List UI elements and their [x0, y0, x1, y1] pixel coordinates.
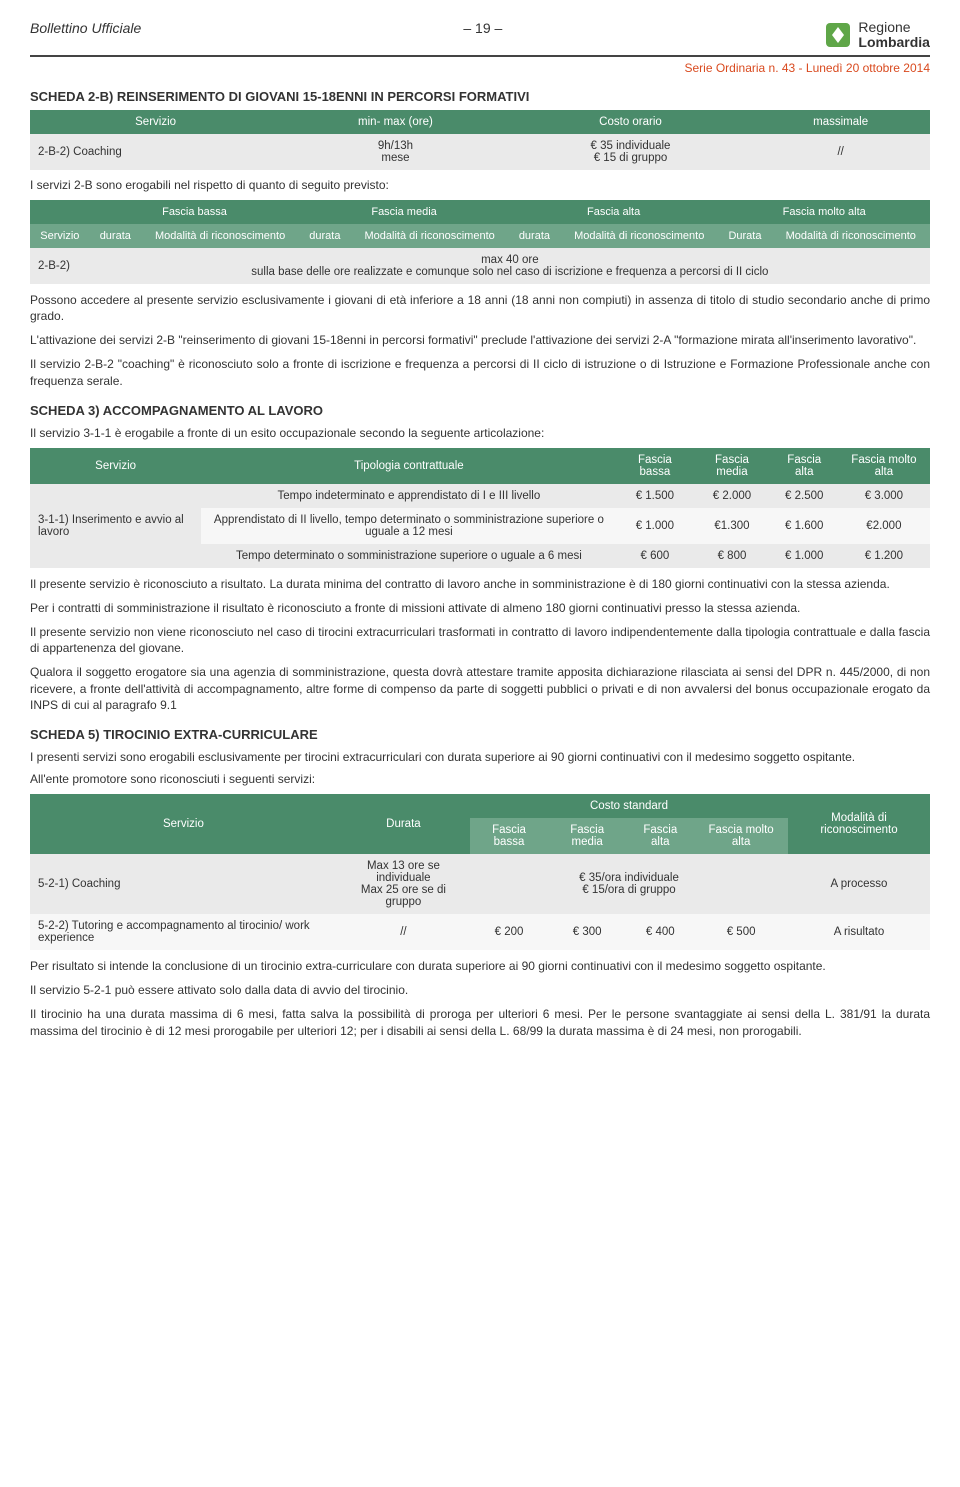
t2-sub8: Modalità di riconoscimento — [772, 224, 930, 248]
t2-s2: Fascia media — [299, 200, 509, 224]
s3-r0c0: Tempo indeterminato e apprendistato di I… — [201, 484, 616, 508]
serie-line: Serie Ordinaria n. 43 - Lunedì 20 ottobr… — [30, 61, 930, 75]
s3-service: 3-1-1) Inserimento e avvio al lavoro — [30, 484, 201, 568]
s5-r1-mod: A risultato — [788, 914, 930, 950]
s5-r1-d: // — [337, 914, 470, 950]
t2-sub0: Servizio — [30, 224, 90, 248]
t2-rowtop: max 40 ore — [98, 254, 922, 266]
t2-rowbot: sulla base delle ore realizzate e comunq… — [98, 266, 922, 278]
scheda3-p4: Qualora il soggetto erogatore sia una ag… — [30, 664, 930, 713]
s5-h-costo: Costo standard — [470, 794, 788, 818]
t1-h2: Costo orario — [510, 110, 752, 134]
t2-s3: Fascia alta — [509, 200, 719, 224]
s3-h1: Tipologia contrattuale — [201, 448, 616, 484]
s3-h3: Fascia media — [693, 448, 770, 484]
scheda2b-p3: Il servizio 2-B-2 "coaching" è riconosci… — [30, 356, 930, 388]
s5-r1-c1: € 300 — [548, 914, 626, 950]
scheda3-intro: Il servizio 3-1-1 è erogabile a fronte d… — [30, 426, 930, 440]
s3-r1c4: €2.000 — [838, 508, 930, 544]
t2-sub2: Modalità di riconoscimento — [141, 224, 299, 248]
t2-sub3: durata — [299, 224, 350, 248]
scheda5-intro2: All'ente promotore sono riconosciuti i s… — [30, 772, 930, 786]
t2-sub1: durata — [90, 224, 141, 248]
region-line2: Lombardia — [858, 35, 930, 50]
s5-r1-c2: € 400 — [626, 914, 694, 950]
s3-r0c4: € 3.000 — [838, 484, 930, 508]
t1-h1: min- max (ore) — [281, 110, 510, 134]
scheda3-p1: Il presente servizio è riconosciuto a ri… — [30, 576, 930, 592]
s3-h0: Servizio — [30, 448, 201, 484]
region-line1: Regione — [858, 20, 930, 35]
s5-r0-d: Max 13 ore se individuale Max 25 ore se … — [337, 854, 470, 914]
s3-r0c2: € 2.000 — [693, 484, 770, 508]
s3-r2c4: € 1.200 — [838, 544, 930, 568]
scheda5-table: Servizio Durata Costo standard Modalità … — [30, 794, 930, 950]
scheda3-p2: Per i contratti di somministrazione il r… — [30, 600, 930, 616]
t2-s1: Fascia bassa — [90, 200, 300, 224]
s5-h-serv: Servizio — [30, 794, 337, 854]
s3-h2: Fascia bassa — [617, 448, 694, 484]
t2-rowcontent: max 40 ore sulla base delle ore realizza… — [90, 248, 930, 284]
s3-r1c0: Apprendistato di II livello, tempo deter… — [201, 508, 616, 544]
doc-title: Bollettino Ufficiale — [30, 20, 141, 36]
t2-s4: Fascia molto alta — [718, 200, 930, 224]
t2-sub4: Modalità di riconoscimento — [350, 224, 508, 248]
s3-r1c2: €1.300 — [693, 508, 770, 544]
t1-r0c3: // — [751, 134, 930, 170]
s3-h4: Fascia alta — [771, 448, 838, 484]
t2-sub6: Modalità di riconoscimento — [560, 224, 718, 248]
s5-r1-c3: € 500 — [694, 914, 788, 950]
scheda5-title: SCHEDA 5) TIROCINIO EXTRA-CURRICULARE — [30, 727, 930, 742]
scheda2b-table1: Servizio min- max (ore) Costo orario mas… — [30, 110, 930, 170]
s5-h-dur: Durata — [337, 794, 470, 854]
lombardia-icon — [824, 21, 852, 49]
t2-s0 — [30, 200, 90, 224]
t1-h3: massimale — [751, 110, 930, 134]
s3-r1c1: € 1.000 — [617, 508, 694, 544]
scheda5-p3: Il tirocinio ha una durata massima di 6 … — [30, 1006, 930, 1038]
s3-r2c0: Tempo determinato o somministrazione sup… — [201, 544, 616, 568]
s5-r1-c0: € 200 — [470, 914, 548, 950]
scheda2b-p2: L'attivazione dei servizi 2-B "reinserim… — [30, 332, 930, 348]
s3-r0c1: € 1.500 — [617, 484, 694, 508]
scheda2b-p1: Possono accedere al presente servizio es… — [30, 292, 930, 324]
t1-r0c0: 2-B-2) Coaching — [30, 134, 281, 170]
s5-r1-s: 5-2-2) Tutoring e accompagnamento al tir… — [30, 914, 337, 950]
s5-r0-costo: € 35/ora individuale € 15/ora di gruppo — [470, 854, 788, 914]
s3-r2c3: € 1.000 — [771, 544, 838, 568]
scheda2b-table2: Fascia bassa Fascia media Fascia alta Fa… — [30, 200, 930, 284]
t2-sub5: durata — [509, 224, 560, 248]
s5-sub2: Fascia alta — [626, 818, 694, 854]
s3-h5: Fascia molto alta — [838, 448, 930, 484]
scheda3-table: Servizio Tipologia contrattuale Fascia b… — [30, 448, 930, 568]
s5-sub1: Fascia media — [548, 818, 626, 854]
region-logo: Regione Lombardia — [824, 20, 930, 51]
scheda5-p2: Il servizio 5-2-1 può essere attivato so… — [30, 982, 930, 998]
t2-sub7: Durata — [718, 224, 771, 248]
s3-r2c1: € 600 — [617, 544, 694, 568]
s5-r0-s: 5-2-1) Coaching — [30, 854, 337, 914]
scheda2b-intro: I servizi 2-B sono erogabili nel rispett… — [30, 178, 930, 192]
scheda5-p1: Per risultato si intende la conclusione … — [30, 958, 930, 974]
t1-h0: Servizio — [30, 110, 281, 134]
t1-r0c2: € 35 individuale € 15 di gruppo — [510, 134, 752, 170]
scheda3-title: SCHEDA 3) ACCOMPAGNAMENTO AL LAVORO — [30, 403, 930, 418]
s3-r0c3: € 2.500 — [771, 484, 838, 508]
scheda5-intro1: I presenti servizi sono erogabili esclus… — [30, 750, 930, 764]
page-header: Bollettino Ufficiale – 19 – Regione Lomb… — [30, 20, 930, 57]
t2-rowlabel: 2-B-2) — [30, 248, 90, 284]
s3-r1c3: € 1.600 — [771, 508, 838, 544]
page-number: – 19 – — [463, 20, 502, 36]
s5-sub3: Fascia molto alta — [694, 818, 788, 854]
s5-sub0: Fascia bassa — [470, 818, 548, 854]
scheda2b-title: SCHEDA 2-B) REINSERIMENTO DI GIOVANI 15-… — [30, 89, 930, 104]
t1-r0c1: 9h/13h mese — [281, 134, 510, 170]
s5-r0-mod: A processo — [788, 854, 930, 914]
s5-h-mod: Modalità di riconoscimento — [788, 794, 930, 854]
s3-r2c2: € 800 — [693, 544, 770, 568]
scheda3-p3: Il presente servizio non viene riconosci… — [30, 624, 930, 656]
